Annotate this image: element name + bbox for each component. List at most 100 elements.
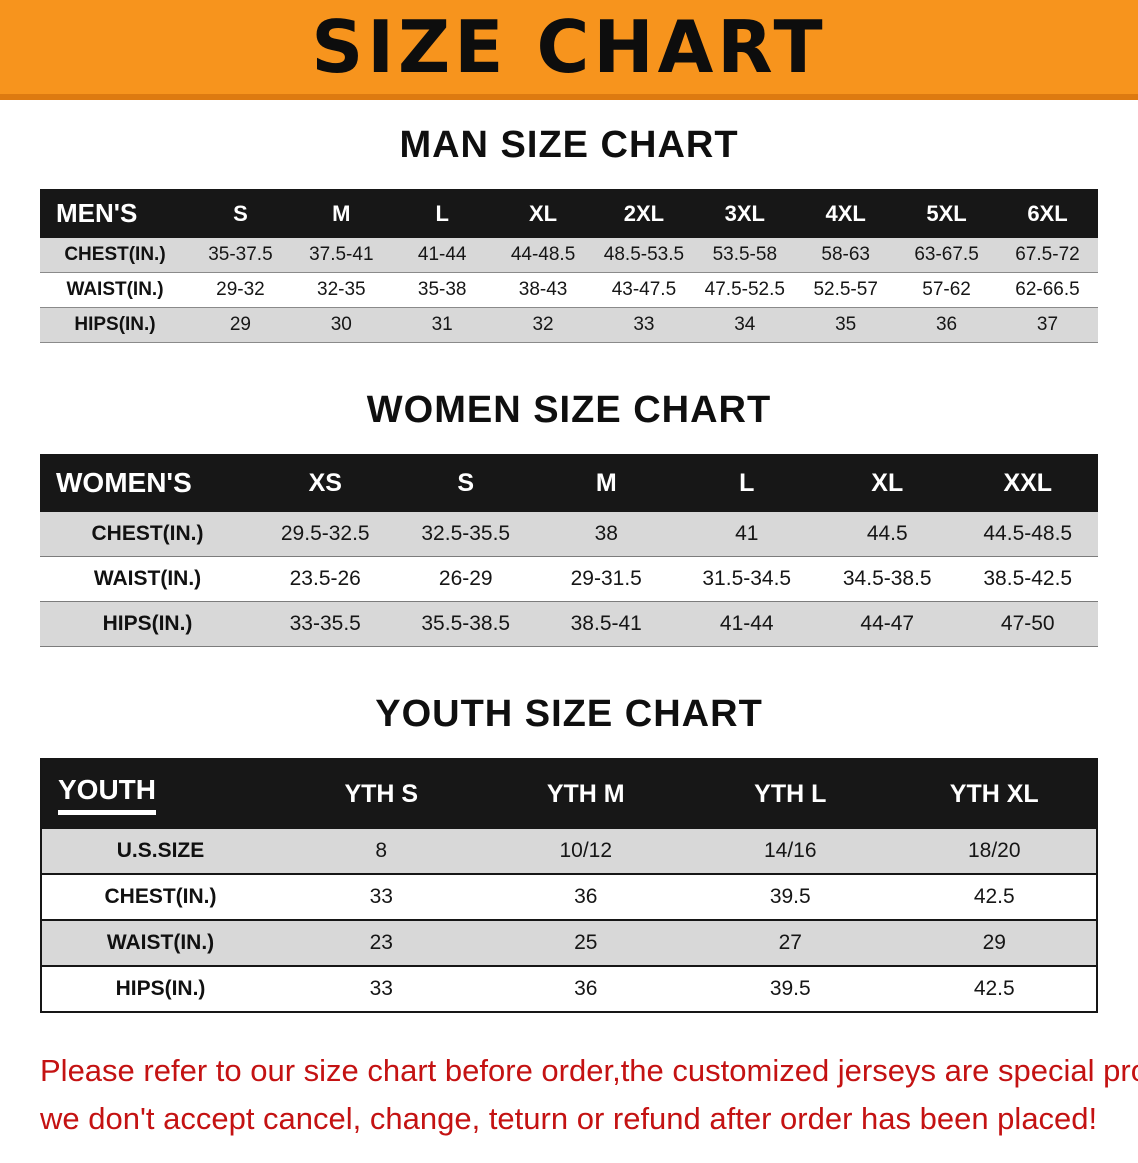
measurement-value: 30 (330, 314, 352, 335)
size-column-header: YTH M (483, 759, 688, 829)
table-title-label: WOMEN'S (56, 467, 192, 498)
measurement-value: 41 (735, 522, 759, 545)
size-column-header: M (536, 454, 677, 512)
measurement-label: WAIST(IN.) (93, 567, 202, 590)
measurement-value: 29-31.5 (570, 567, 642, 590)
measurement-label: CHEST(IN.) (104, 885, 217, 908)
size-column-header: 5XL (896, 189, 997, 238)
measurement-value: 58-63 (821, 244, 870, 265)
measurement-value: 53.5-58 (712, 244, 778, 265)
measurement-value: 32-35 (317, 279, 366, 300)
measurement-value: 31.5-34.5 (702, 567, 792, 590)
measurement-value: 44.5 (866, 522, 908, 545)
measurement-value: 34.5-38.5 (842, 567, 932, 590)
measurement-value: 42.5 (973, 977, 1015, 1000)
measurement-value: 29-32 (216, 279, 265, 300)
measurement-value: 32 (532, 314, 554, 335)
table-title-label: YOUTH (58, 774, 156, 815)
size-column-header: 3XL (694, 189, 796, 238)
size-column-header: 4XL (795, 189, 897, 238)
measurement-value: 35.5-38.5 (421, 612, 511, 635)
measurement-value: 44-48.5 (510, 244, 576, 265)
measurement-label: WAIST(IN.) (66, 279, 164, 300)
size-column-header: YTH S (279, 759, 484, 829)
women-size-section: WOMEN SIZE CHART WOMEN'S XS S M L XL XXL CHEST(… (0, 389, 1138, 647)
size-column-header: L (391, 189, 493, 238)
measurement-value: 41-44 (417, 244, 467, 265)
size-column-header: M (290, 189, 392, 238)
measurement-value: 8 (375, 839, 388, 862)
men-size-table: MEN'S S M L XL 2XL 3XL 4XL 5XL 6XL CHEST(IN.) 35-37… (40, 189, 1098, 343)
size-column-header: XL (492, 189, 594, 238)
size-column-header: XXL (957, 454, 1098, 512)
measurement-value: 41-44 (719, 612, 774, 635)
measurement-value: 57-62 (922, 279, 971, 300)
measurement-value: 39.5 (769, 885, 811, 908)
measurement-value: 63-67.5 (914, 244, 979, 265)
measurement-value: 23.5-26 (289, 567, 361, 590)
measurement-value: 35 (835, 314, 857, 335)
header-row: WOMEN'S XS S M L XL XXL (40, 454, 1098, 512)
measurement-value: 38-43 (518, 279, 568, 300)
measurement-value: 35-38 (417, 279, 467, 300)
measurement-value: 38.5-41 (570, 612, 642, 635)
table-row: U.S.SIZE 8 10/12 14/16 18/20 (41, 829, 1097, 874)
table-row: CHEST(IN.) 33 36 39.5 42.5 (41, 874, 1097, 920)
measurement-value: 36 (574, 885, 598, 908)
measurement-value: 29.5-32.5 (280, 522, 370, 545)
table-row: WAIST(IN.) 23.5-26 26-29 29-31.5 31.5-34.5 34… (40, 556, 1098, 602)
section-heading-man: MAN SIZE CHART (399, 124, 739, 166)
measurement-value: 33 (369, 977, 393, 1000)
table-row: CHEST(IN.) 29.5-32.5 32.5-35.5 38 41 44.5 44.5… (40, 512, 1098, 557)
table-row: HIPS(IN.) 29 30 31 32 33 34 35 36 37 (40, 307, 1098, 343)
table-row: WAIST(IN.) 29-32 32-35 35-38 38-43 43-47.5 47.… (40, 272, 1098, 308)
measurement-value: 67.5-72 (1015, 244, 1080, 265)
youth-size-section: YOUTH SIZE CHART YOUTH YTH S YTH M YTH L YTH… (0, 693, 1138, 1013)
size-column-header: YTH L (688, 759, 893, 829)
measurement-value: 33 (633, 314, 655, 335)
measurement-value: 62-66.5 (1015, 279, 1080, 300)
measurement-value: 29 (982, 931, 1006, 954)
size-column-header: 6XL (997, 189, 1098, 238)
measurement-value: 23 (369, 931, 393, 954)
table-title-cell: YOUTH (41, 759, 279, 829)
header-row: YOUTH YTH S YTH M YTH L YTH XL (41, 759, 1097, 829)
table-title-label: MEN'S (56, 198, 138, 228)
size-column-header: S (190, 189, 291, 238)
measurement-label: WAIST(IN.) (106, 931, 215, 954)
banner-title: SIZE CHART (311, 5, 827, 89)
women-size-table: WOMEN'S XS S M L XL XXL CHEST(IN.) 29.5-32.5 32.5… (40, 454, 1098, 647)
measurement-value: 42.5 (973, 885, 1015, 908)
measurement-value: 36 (574, 977, 598, 1000)
table-row: CHEST(IN.) 35-37.5 37.5-41 41-44 44-48.5 48.5… (40, 238, 1098, 273)
table-row: HIPS(IN.) 33-35.5 35.5-38.5 38.5-41 41-44 44-… (40, 601, 1098, 647)
measurement-value: 52.5-57 (813, 279, 878, 300)
measurement-value: 35-37.5 (208, 244, 273, 265)
measurement-value: 26-29 (438, 567, 493, 590)
size-column-header: S (395, 454, 536, 512)
measurement-value: 27 (778, 931, 802, 954)
size-column-header: XL (817, 454, 958, 512)
table-title-cell: WOMEN'S (40, 454, 255, 512)
measurement-value: 38 (594, 522, 618, 545)
measurement-value: 43-47.5 (611, 279, 677, 300)
measurement-value: 33-35.5 (289, 612, 361, 635)
size-chart-banner: SIZE CHART (0, 0, 1138, 100)
measurement-value: 36 (935, 314, 958, 335)
measurement-label: CHEST(IN.) (91, 522, 204, 545)
measurement-value: 47.5-52.5 (704, 279, 785, 300)
measurement-value: 47-50 (1000, 612, 1055, 635)
size-column-header: YTH XL (892, 759, 1097, 829)
size-column-header: 2XL (593, 189, 695, 238)
measurement-value: 48.5-53.5 (603, 244, 685, 265)
measurement-value: 31 (431, 314, 453, 335)
measurement-value: 14/16 (763, 839, 817, 862)
measurement-label: HIPS(IN.) (102, 612, 193, 635)
measurement-value: 37 (1036, 314, 1059, 335)
measurement-label: HIPS(IN.) (115, 977, 206, 1000)
measurement-value: 33 (369, 885, 393, 908)
measurement-value: 34 (734, 314, 756, 335)
section-heading-youth: YOUTH SIZE CHART (375, 693, 763, 735)
disclaimer-text: Please refer to our size chart before or… (40, 1047, 1138, 1143)
